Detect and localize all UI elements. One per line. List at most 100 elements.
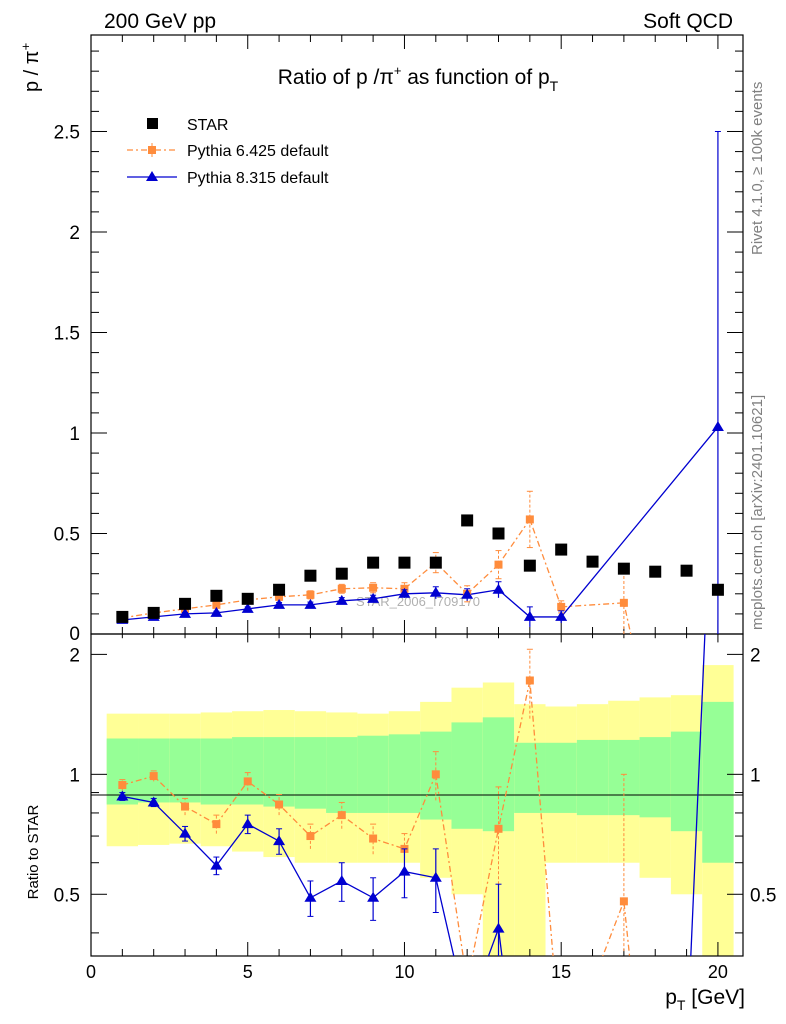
- band-green-bin: [232, 737, 264, 805]
- band-green-bin: [294, 737, 327, 809]
- ratio-p8-point: [304, 891, 317, 902]
- y-tick-label-main: 2.5: [54, 122, 80, 143]
- ratio-p6-point: [275, 800, 284, 809]
- y-tick-label-main-zero: 0: [69, 624, 80, 645]
- y-axis-label-ratio: Ratio to STAR: [25, 804, 42, 899]
- p6-point: [369, 583, 378, 592]
- p8-point: [273, 598, 286, 609]
- ratio-p6-point: [431, 770, 440, 779]
- ratio-p6-point: [525, 676, 534, 685]
- ratio-p8-point: [429, 871, 442, 882]
- star-point: [617, 562, 630, 575]
- ratio-p6-point: [118, 781, 127, 790]
- ratio-p6-point: [181, 802, 190, 811]
- p8-point: [429, 586, 442, 597]
- y-tick-label-ratio-left: 1: [69, 765, 80, 786]
- band-green-bin: [608, 739, 640, 816]
- p6-point: [525, 515, 534, 524]
- y-tick-label-main: 0.5: [54, 524, 80, 545]
- mcplots-label: mcplots.cern.ch [arXiv:2401.10621]: [749, 395, 766, 630]
- star-point: [711, 583, 724, 596]
- p8-line: [122, 426, 719, 621]
- band-green-bin: [514, 742, 546, 813]
- band-green-bin: [451, 722, 483, 829]
- axis-ticks: [90, 35, 743, 956]
- ratio-p8-point: [116, 790, 129, 801]
- legend-star-label: STAR: [187, 117, 228, 134]
- ratio-uncertainty-band: [106, 665, 734, 956]
- y-tick-label-main: 2: [69, 223, 80, 244]
- p6-point: [275, 592, 284, 601]
- ratio-p6-point: [494, 824, 503, 833]
- band-green-bin: [326, 737, 358, 813]
- ratio-p8-point: [147, 796, 160, 807]
- axis-tick-labels: 0 5 10 15 20 0.5 1 1.5 2 2.5 0 0.5 0.5 1 1 2 2: [54, 122, 777, 982]
- p6-point: [337, 584, 346, 593]
- y-tick-label-main: 1: [69, 424, 80, 445]
- y-tick-label-main: 1.5: [54, 323, 80, 344]
- p8-point: [367, 592, 380, 603]
- x-tick-label: 0: [86, 962, 96, 982]
- p8-point: [304, 598, 317, 609]
- star-point: [241, 592, 254, 605]
- ratio-p6-point: [306, 832, 315, 841]
- main-panel-data: [116, 130, 724, 634]
- ratio-p6-point: [369, 834, 378, 843]
- y-tick-label-ratio-left: 2: [69, 645, 80, 666]
- band-green-bin: [545, 742, 577, 813]
- star-point: [649, 565, 662, 578]
- band-green-bin: [169, 738, 201, 803]
- star-point: [273, 583, 286, 596]
- ratio-p8-point: [273, 835, 286, 846]
- legend-star-marker: [147, 118, 158, 129]
- band-green-bin: [200, 738, 233, 805]
- ratio-p8-point: [179, 827, 192, 838]
- star-point: [304, 569, 317, 582]
- p8-point: [398, 587, 411, 598]
- ratio-p8-point: [335, 874, 348, 885]
- p8-point: [523, 610, 536, 621]
- p8-point: [241, 602, 254, 613]
- p6-point: [306, 590, 315, 599]
- y-axis-label-main: p / π+: [18, 43, 43, 92]
- star-point: [429, 556, 442, 569]
- x-tick-label: 5: [243, 962, 253, 982]
- analysis-watermark: STAR_2006_I709170: [356, 594, 480, 609]
- x-tick-label: 20: [708, 962, 728, 982]
- legend-p8-label: Pythia 8.315 default: [187, 170, 329, 187]
- star-point: [210, 589, 223, 602]
- ratio-p8-point: [398, 865, 411, 876]
- y-tick-label-ratio-left: 0.5: [54, 885, 80, 906]
- ratio-panel-data: [116, 634, 706, 956]
- p8-point: [179, 607, 192, 618]
- legend: STAR Pythia 6.425 default Pythia 8.315 d…: [127, 117, 329, 187]
- band-green-bin: [576, 739, 609, 816]
- legend-p8-marker: [146, 171, 158, 181]
- star-point: [461, 514, 474, 527]
- band-yellow-bin: [514, 704, 546, 956]
- legend-p6-label: Pythia 6.425 default: [187, 143, 329, 160]
- star-point: [398, 556, 411, 569]
- band-green-bin: [639, 737, 671, 818]
- ratio-p8-point: [241, 818, 254, 829]
- x-axis-label: pT [GeV]: [665, 986, 745, 1013]
- p6-point: [619, 598, 628, 607]
- ratio-p6-line: [122, 680, 631, 956]
- ratio-p6-point: [337, 811, 346, 820]
- star-point: [523, 559, 536, 572]
- y-tick-label-ratio-right: 1: [750, 765, 761, 786]
- ratio-p6-point: [149, 772, 158, 781]
- star-point: [116, 610, 129, 623]
- ratio-p6-point: [619, 897, 628, 906]
- band-green-bin: [702, 701, 734, 863]
- ratio-p6-point: [212, 820, 221, 829]
- p8-point: [335, 594, 348, 605]
- band-green-bin: [263, 737, 295, 807]
- star-point: [147, 606, 160, 619]
- x-tick-label: 10: [394, 962, 414, 982]
- ratio-p8-point: [492, 922, 505, 933]
- p8-point: [492, 583, 505, 594]
- star-point: [367, 556, 380, 569]
